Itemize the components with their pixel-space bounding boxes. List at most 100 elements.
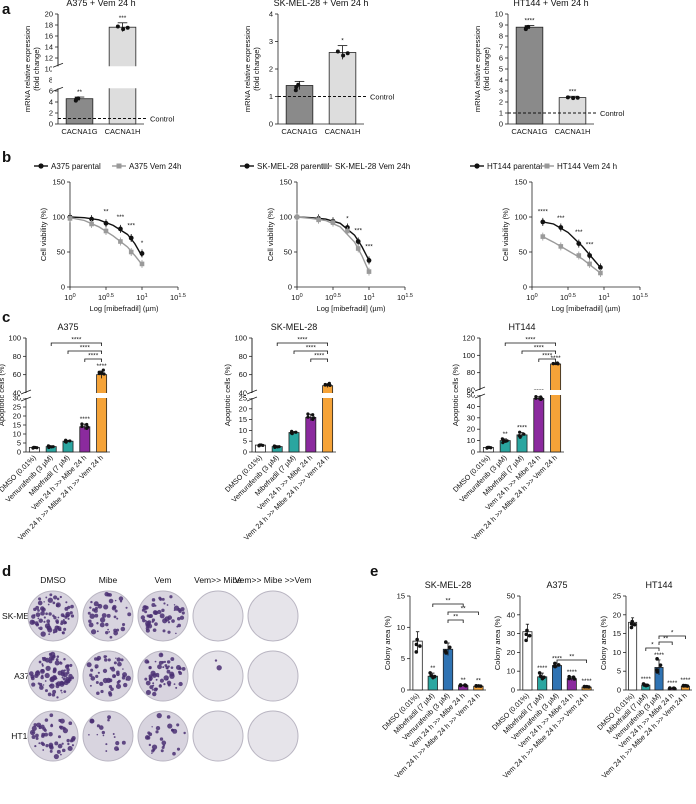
significance-label: **** bbox=[654, 652, 665, 659]
data-point bbox=[558, 244, 564, 249]
data-point bbox=[294, 214, 300, 220]
colony bbox=[142, 618, 146, 623]
data-point bbox=[556, 663, 561, 667]
colony bbox=[52, 676, 57, 681]
culture-plate bbox=[247, 710, 299, 762]
colony bbox=[47, 603, 50, 606]
colony bbox=[166, 660, 171, 664]
y-axis-label: (fold change) bbox=[252, 47, 261, 91]
y-axis-label: mRNA relative expression bbox=[473, 26, 482, 112]
colony bbox=[95, 666, 98, 669]
data-point bbox=[323, 382, 327, 387]
significance-label: *** bbox=[117, 214, 125, 221]
data-point bbox=[524, 632, 529, 637]
y-tick-label: 50 bbox=[507, 592, 515, 601]
significance-label: **** bbox=[680, 677, 691, 684]
significance-label: **** bbox=[567, 669, 578, 676]
colony bbox=[96, 630, 99, 633]
colony bbox=[66, 671, 70, 675]
x-tick-label: 100 bbox=[526, 293, 537, 302]
colony bbox=[163, 675, 169, 681]
colony bbox=[52, 631, 55, 634]
colony bbox=[43, 728, 47, 732]
panel-label-e: e bbox=[370, 563, 378, 580]
colony bbox=[214, 659, 218, 662]
colony bbox=[105, 630, 109, 635]
colony bbox=[33, 723, 37, 727]
colony bbox=[52, 654, 56, 659]
colony bbox=[61, 742, 64, 745]
comparison-label: * bbox=[671, 630, 674, 637]
data-point bbox=[540, 219, 546, 225]
colony bbox=[35, 605, 40, 610]
colony bbox=[113, 615, 117, 619]
y-tick-label: 2 bbox=[269, 65, 273, 74]
colony bbox=[47, 627, 49, 630]
colony bbox=[125, 675, 132, 681]
data-point bbox=[558, 225, 564, 230]
colony bbox=[94, 613, 99, 618]
column-label: Vem bbox=[154, 575, 171, 585]
significance-label: * bbox=[346, 216, 349, 223]
data-point bbox=[655, 670, 660, 674]
x-tick-label: 100.5 bbox=[560, 293, 576, 302]
y-tick-label: 10 bbox=[613, 648, 621, 657]
chart-title: HT144 bbox=[645, 580, 672, 590]
y-tick-label: 25 bbox=[13, 403, 21, 412]
data-point bbox=[345, 51, 350, 56]
colony bbox=[155, 725, 161, 731]
data-point bbox=[658, 663, 663, 667]
colony bbox=[43, 620, 46, 623]
data-point bbox=[524, 638, 528, 643]
colony bbox=[151, 749, 155, 753]
colony bbox=[152, 691, 157, 697]
bar-5 bbox=[96, 374, 108, 453]
colony bbox=[144, 735, 150, 740]
comparison-bracket bbox=[504, 342, 556, 346]
significance-label: *** bbox=[557, 215, 565, 222]
y-tick-label: 20 bbox=[239, 404, 247, 413]
colony bbox=[88, 622, 94, 628]
colony bbox=[38, 618, 43, 623]
colony bbox=[96, 622, 99, 625]
colony bbox=[89, 606, 92, 609]
colony bbox=[154, 660, 157, 663]
data-point bbox=[89, 221, 94, 227]
data-point bbox=[476, 684, 481, 688]
significance-label: * bbox=[341, 38, 344, 45]
comparison-bracket bbox=[658, 641, 673, 645]
colony bbox=[90, 676, 96, 681]
colony bbox=[116, 670, 120, 675]
bar-1 bbox=[65, 98, 94, 125]
data-point bbox=[518, 435, 522, 439]
y-tick-label: 5 bbox=[499, 65, 503, 74]
bar-3 bbox=[516, 434, 528, 453]
y-tick-label: 0 bbox=[523, 283, 527, 292]
y-tick-label: 40 bbox=[467, 402, 475, 411]
colony bbox=[178, 667, 182, 671]
chart-title: SK-MEL-28 + Vem 24 h bbox=[274, 0, 369, 8]
colony bbox=[39, 626, 43, 631]
colony bbox=[67, 677, 72, 682]
colony bbox=[44, 672, 50, 679]
colony bbox=[159, 684, 162, 686]
legend-label: SK-MEL-28 Vem 24h bbox=[335, 162, 410, 171]
colony bbox=[159, 613, 165, 619]
comparison-bracket bbox=[50, 342, 102, 346]
colony bbox=[116, 657, 121, 662]
colony bbox=[120, 626, 126, 632]
colony bbox=[105, 622, 109, 627]
colony bbox=[37, 617, 40, 620]
colony bbox=[93, 601, 99, 607]
data-point bbox=[103, 220, 109, 226]
colony bbox=[51, 693, 56, 697]
y-tick-label: 50 bbox=[519, 248, 527, 257]
colony bbox=[163, 660, 167, 663]
data-point bbox=[539, 397, 543, 402]
y-tick-label: 100 bbox=[514, 213, 527, 222]
y-tick-label: 60 bbox=[13, 370, 21, 379]
axis-break-mark bbox=[52, 86, 64, 92]
colony bbox=[70, 604, 74, 609]
y-tick-label: 40 bbox=[507, 610, 515, 619]
colony bbox=[43, 657, 46, 660]
